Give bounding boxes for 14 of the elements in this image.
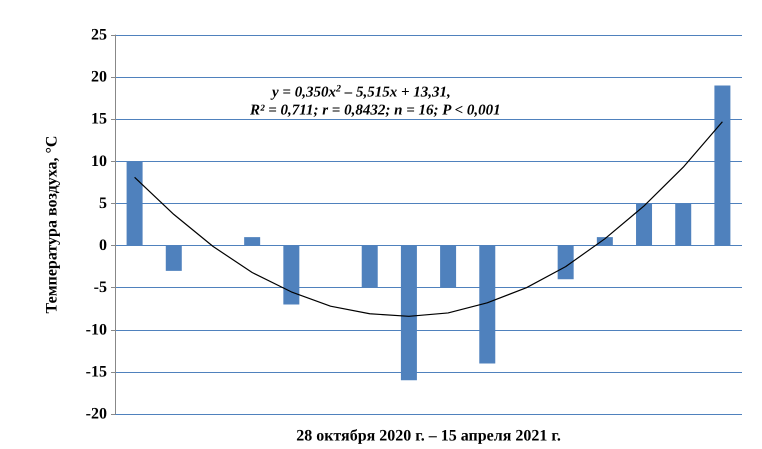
- y-tick-label: 5: [99, 194, 107, 212]
- y-tick-label: -15: [86, 363, 107, 380]
- y-tick-label: 0: [99, 237, 107, 254]
- y-tick-label: 20: [91, 68, 107, 86]
- line-series: [134, 121, 724, 317]
- y-tick-label: -20: [86, 406, 107, 422]
- y-tick-label: -5: [94, 279, 107, 296]
- y-tick-label: -10: [86, 321, 107, 338]
- y-axis-title: Температура воздуха, °C: [44, 136, 60, 314]
- x-axis-title: 28 октября 2020 г. – 15 апреля 2021 г.: [296, 428, 561, 444]
- y-tick-label: 25: [91, 26, 107, 44]
- y-tick-label: 10: [91, 152, 107, 170]
- y-tick-label: 15: [91, 110, 107, 128]
- annotation: R² = 0,711; r = 0,8432; n = 16; P < 0,001: [249, 102, 501, 118]
